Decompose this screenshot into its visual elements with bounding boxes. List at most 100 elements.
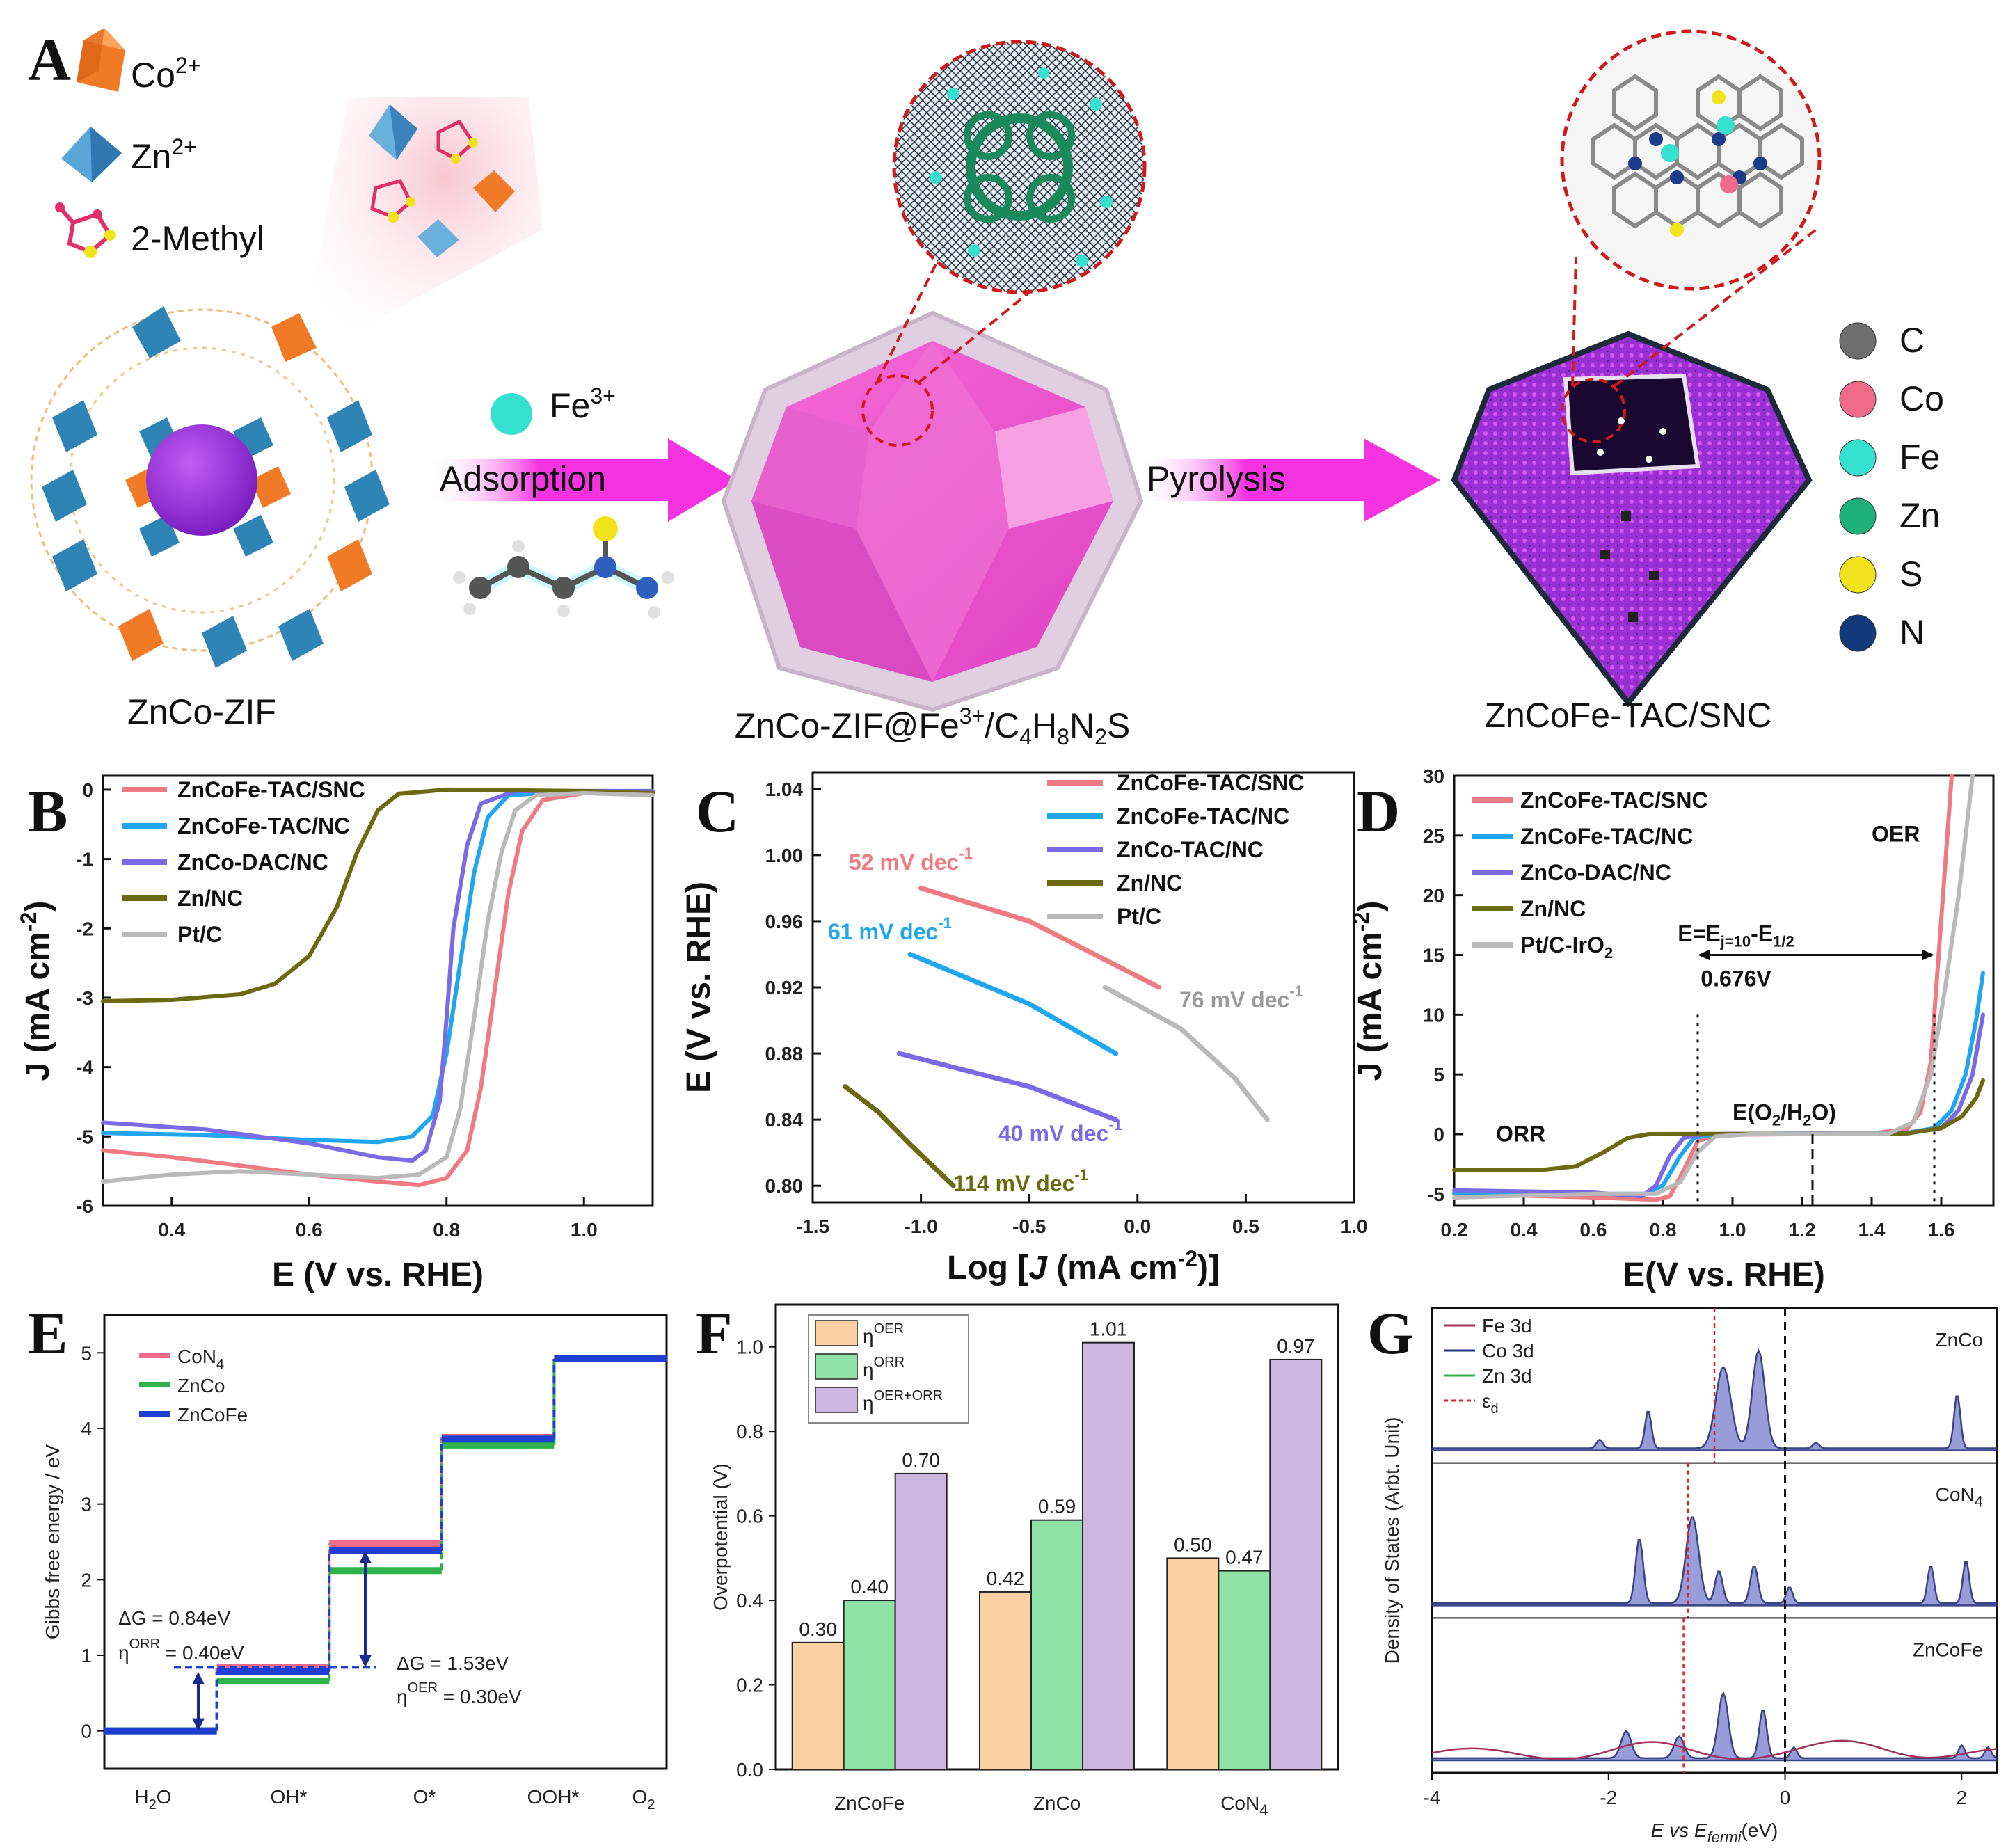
y-tick-label: 0.84 (765, 1109, 804, 1131)
legend-label: Zn 3d (1482, 1365, 1532, 1387)
eta2-label: ηOER = 0.30eV (397, 1680, 522, 1707)
x-tick-label: -2 (1600, 1787, 1617, 1808)
y-axis-title-main: J (mA cm (19, 932, 56, 1081)
x-axis-title-b: (mA cm (1047, 1250, 1178, 1287)
legend-sup: ORR (874, 1355, 905, 1370)
svg-text:Co2+: Co2+ (131, 53, 200, 95)
x-tick-label: 0.4 (158, 1219, 185, 1241)
x-axis-title: E(V vs. RHE) (1623, 1257, 1825, 1293)
mid-label-sup: 3+ (959, 703, 985, 728)
x-tick-label: 1.0 (1719, 1219, 1746, 1241)
co-3d-dos (1431, 1691, 1998, 1762)
series-line (101, 790, 655, 1184)
legend-label: ZnCoFe (177, 1404, 248, 1426)
zif-framework (30, 306, 390, 668)
y-tick-label: 0.80 (765, 1175, 804, 1197)
delta-arrow-head-left (1698, 949, 1710, 961)
slope-unit-sup: -1 (938, 914, 952, 932)
legend-label: ZnCo-DAC/NC (1520, 860, 1671, 885)
x-tick-label: 1.4 (1858, 1219, 1886, 1241)
bar (1030, 1519, 1083, 1770)
x-axis-title: Log [J (mA cm-2)] (947, 1246, 1220, 1287)
dg1-label: ΔG = 0.84eV (118, 1607, 230, 1629)
slope-label: 40 mV dec-1 (998, 1116, 1122, 1146)
step-label: OH* (271, 1786, 308, 1808)
legend-label: Fe 3d (1482, 1315, 1532, 1337)
subpanel-name: CoN (1936, 1484, 1975, 1506)
svg-text:ZnCo-ZIF@Fe3+/C4H8N2S: ZnCo-ZIF@Fe3+/C4H8N2S (735, 703, 1130, 749)
dg2-arrow-head-down (359, 1655, 372, 1668)
legend-eta: η (863, 1392, 874, 1414)
element-zn-icon (1839, 497, 1877, 535)
y-tick-label: 1.04 (765, 779, 804, 800)
legend-label: ZnCoFe-TAC/NC (1117, 804, 1289, 829)
y-tick-label: 0.92 (765, 977, 804, 998)
element-s-label: S (1899, 555, 1922, 594)
precursor-cone (299, 97, 543, 362)
plot-frame (1453, 774, 1995, 1207)
x-tick-label: 0.6 (1580, 1219, 1607, 1241)
slope-label: 76 mV dec-1 (1179, 982, 1303, 1012)
y-axis-title-sup: -2 (16, 912, 41, 932)
element-co-icon (1839, 381, 1877, 418)
slope-value: 61 mV dec (828, 919, 938, 944)
eta1-a: η (118, 1642, 129, 1664)
legend-sup: OER (874, 1321, 904, 1337)
mid-label-c: H (1032, 706, 1057, 745)
legend-label: Zn/NC (1520, 896, 1586, 921)
x-tick-label: -1.0 (904, 1216, 937, 1237)
legend-name: ZnCo-DAC/NC (1520, 860, 1671, 885)
bar-value-label: 0.40 (850, 1576, 889, 1598)
eta1-sup: ORR (129, 1636, 160, 1652)
step-label: OOH* (527, 1786, 580, 1808)
bar-value-label: 0.70 (902, 1449, 940, 1471)
zn-label: Zn (131, 137, 171, 176)
step-name: O (632, 1786, 648, 1808)
mid-label-a: ZnCo-ZIF@Fe (735, 706, 959, 745)
y-tick-label: 0 (81, 1721, 92, 1742)
plot-frame (102, 774, 654, 1207)
svg-text:Fe3+: Fe3+ (550, 383, 616, 425)
slope-unit-sup: -1 (959, 845, 973, 862)
legend-eta: η (863, 1359, 874, 1380)
slope-value: 52 mV dec (849, 850, 959, 875)
bar (1218, 1570, 1271, 1770)
step-label: O2 (632, 1786, 655, 1813)
x-axis-title-c: )] (1197, 1250, 1220, 1287)
series-line (101, 787, 655, 1003)
y-tick-label: -3 (76, 987, 93, 1009)
y-tick-label: 0.8 (736, 1421, 763, 1442)
y-axis-title-main: J (mA cm (1352, 932, 1389, 1081)
y-axis-title-sup: -2 (1348, 912, 1373, 932)
y-axis-title-end: ) (19, 901, 56, 912)
y-tick-label: 1.0 (736, 1337, 763, 1358)
bar-value-label: 0.30 (799, 1618, 837, 1640)
eo2-sub2: 2 (1803, 1111, 1811, 1129)
element-fe-icon (1839, 439, 1877, 477)
legend-label: ηORR (863, 1355, 905, 1380)
x-axis-title: E (V vs. RHE) (272, 1257, 484, 1293)
y-tick-label: 0.0 (736, 1759, 763, 1781)
co-label: Co (131, 56, 175, 95)
mid-label-e: S (1107, 706, 1130, 745)
legend-label: ZnCo-TAC/NC (1117, 837, 1264, 862)
panel-a-letter: A (28, 26, 71, 93)
element-c-icon (1839, 322, 1877, 360)
slope-unit-sup: -1 (1108, 1116, 1122, 1133)
fe-ion-icon (491, 393, 532, 435)
category-name: CoN (1220, 1792, 1259, 1814)
co-octahedron-icon (77, 28, 125, 92)
x-tick-label: -4 (1424, 1787, 1441, 1808)
series-line (1452, 1078, 1985, 1172)
slope-label: 114 mV dec-1 (953, 1166, 1088, 1196)
y-tick-label: 0.96 (765, 911, 804, 932)
bar (791, 1641, 845, 1770)
legend-name: ZnCo (177, 1375, 225, 1396)
subpanel-name: ZnCoFe (1913, 1639, 1983, 1660)
x-tick-label: -0.5 (1012, 1216, 1046, 1237)
bar (1166, 1557, 1220, 1770)
legend-label: ZnCoFe-TAC/SNC (1117, 770, 1305, 795)
y-tick-label: 1 (81, 1645, 92, 1666)
zif-label: ZnCo-ZIF (127, 692, 276, 731)
